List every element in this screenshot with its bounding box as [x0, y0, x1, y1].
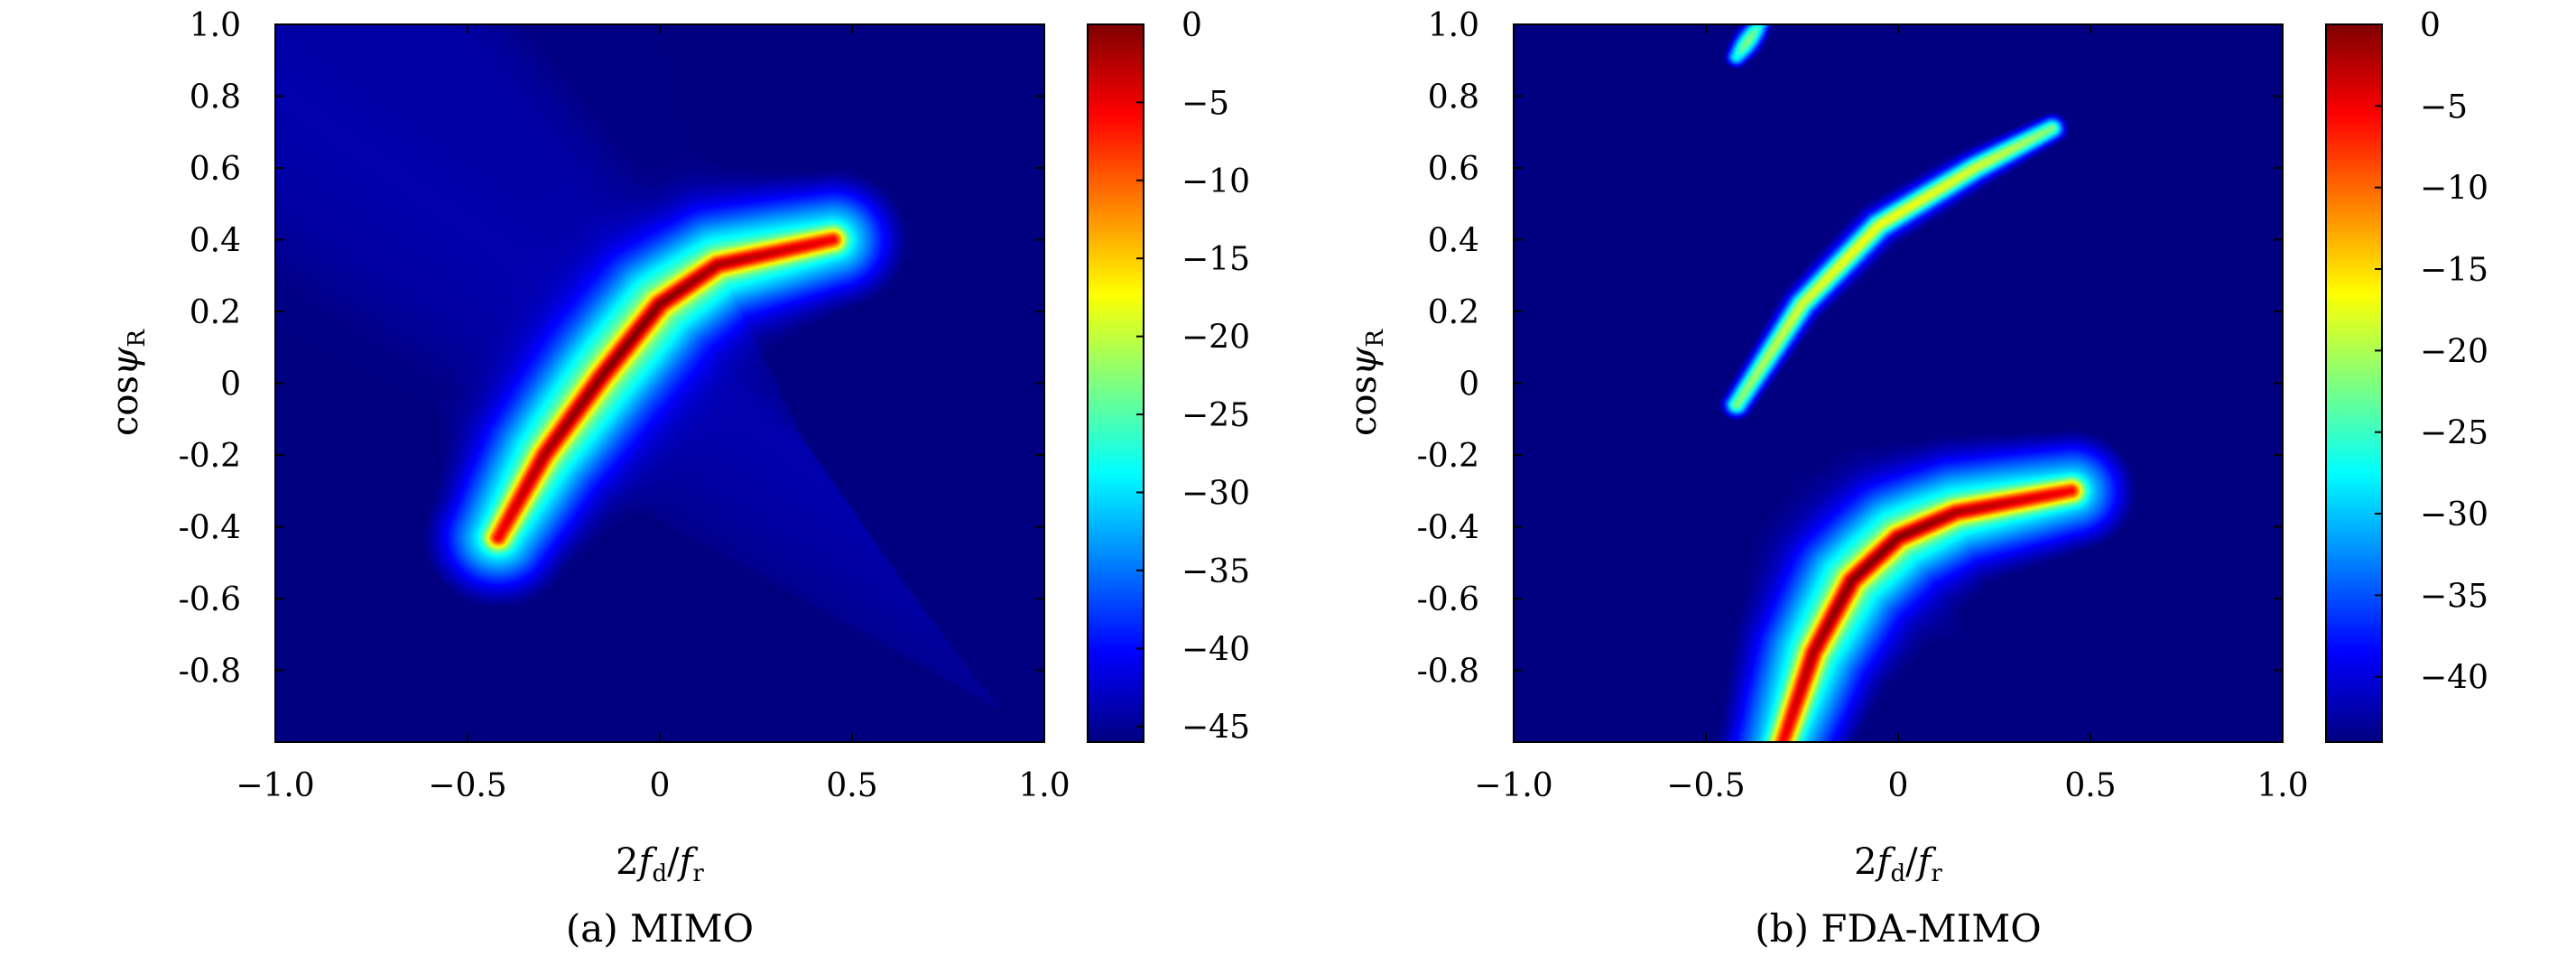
x-tick-label: −1.0 [236, 767, 314, 804]
colorbar-tick-label: −30 [2420, 497, 2488, 534]
x-tick-label: 0 [1888, 767, 1909, 804]
y-tick-label: -0.2 [1417, 438, 1479, 475]
panel-a: −1.0 −0.5 0 0.5 1.0 1.0 0.8 0.6 0.4 0.2 0 -0.2 -0.4… [105, 7, 1250, 951]
colorbar-tick-label: 0 [1181, 7, 1202, 44]
y-tick-label: 0.4 [1428, 223, 1479, 260]
x-tick-label: 0 [650, 767, 671, 804]
y-tick-label: 0 [220, 367, 241, 404]
colorbar-tick-label: −5 [2420, 88, 2468, 125]
colorbar-tick-label: −40 [2420, 660, 2488, 697]
x-tick-label: 1.0 [1018, 767, 1070, 804]
x-tick-label: −0.5 [1666, 767, 1745, 804]
y-tick-label: 0.6 [1428, 151, 1479, 188]
colorbar-tick-label: −15 [1181, 241, 1250, 278]
colorbar-gradient-a [1088, 24, 1144, 742]
x-tick-label: 1.0 [2256, 767, 2308, 804]
y-tick-label: 0.8 [1428, 79, 1479, 116]
y-tick-label: 0.2 [1428, 294, 1479, 331]
colorbar-tick-label: −45 [1181, 710, 1250, 747]
y-tick-label: 0.6 [190, 151, 241, 188]
y-tick-label: -0.6 [179, 581, 241, 618]
colorbar-tick-label: −35 [1181, 553, 1250, 590]
y-tick-label: -0.4 [179, 510, 241, 547]
y-tick-label: -0.2 [179, 438, 241, 475]
y-tick-label: 0.4 [190, 223, 241, 260]
x-tick-label: −0.5 [428, 767, 506, 804]
y-ticks-b: 1.0 0.8 0.6 0.4 0.2 0 -0.2 -0.4 -0.6 -0.8 [1417, 7, 2283, 691]
colorbar-tick-label: −20 [2420, 333, 2488, 370]
y-tick-label: 1.0 [190, 7, 241, 44]
y-axis-label-a: cosψR [105, 329, 151, 436]
x-ticks-a: −1.0 −0.5 0 0.5 1.0 [236, 24, 1070, 804]
colorbar-tick-label: −25 [2420, 415, 2488, 452]
x-ticks-b: −1.0 −0.5 0 0.5 1.0 [1474, 24, 2309, 804]
y-tick-label: -0.4 [1417, 510, 1479, 547]
colorbar-tick-label: −35 [2420, 578, 2488, 615]
y-tick-label: -0.8 [179, 654, 241, 691]
colorbar-tick-label: −25 [1181, 397, 1250, 434]
colorbar-tick-label: −15 [2420, 252, 2488, 289]
colorbar-frame-a [1087, 23, 1144, 743]
y-axis-label-b: cosψR [1343, 329, 1389, 436]
y-tick-label: 0.8 [190, 79, 241, 116]
cbar-ticks-a: 0 −5 −10 −15 −20 −25 −30 −35 −40 −45 [1136, 7, 1250, 747]
panel-b: −1.0 −0.5 0 0.5 1.0 1.0 0.8 0.6 0.4 0.2 0 -0.2 -0.4… [1343, 7, 2488, 951]
cbar-ticks-b: 0 −5 −10 −15 −20 −25 −30 −35 −40 [2375, 7, 2488, 697]
heatmap-image-a [275, 24, 1044, 742]
plot-frame-a [274, 23, 1045, 743]
y-ticks-a: 1.0 0.8 0.6 0.4 0.2 0 -0.2 -0.4 -0.6 -0.8 [179, 7, 1044, 691]
plot-frame-b [1513, 23, 2284, 743]
y-tick-label: -0.8 [1417, 654, 1479, 691]
colorbar-tick-label: 0 [2420, 7, 2441, 44]
x-tick-label: 0.5 [2064, 767, 2116, 804]
x-axis-label-b: 2fd/fr [1854, 841, 1942, 887]
colorbar-tick-label: −10 [1181, 163, 1250, 200]
y-tick-label: 0.2 [190, 294, 241, 331]
colorbar-tick-label: −5 [1181, 85, 1229, 122]
caption-a: (a) MIMO [566, 906, 754, 951]
colorbar-tick-label: −40 [1181, 631, 1250, 668]
caption-b: (b) FDA-MIMO [1755, 906, 2041, 951]
x-tick-label: −1.0 [1474, 767, 1552, 804]
colorbar-tick-label: −20 [1181, 320, 1250, 357]
y-tick-label: 1.0 [1428, 7, 1479, 44]
colorbar-gradient-b [2326, 24, 2382, 742]
y-tick-label: -0.6 [1417, 581, 1479, 618]
heatmap-image-b [1514, 24, 2283, 742]
colorbar-frame-b [2325, 23, 2383, 743]
colorbar-tick-label: −30 [1181, 475, 1250, 512]
x-axis-label-a: 2fd/fr [616, 841, 704, 887]
x-tick-label: 0.5 [826, 767, 877, 804]
y-tick-label: 0 [1459, 367, 1479, 404]
colorbar-tick-label: −10 [2420, 171, 2488, 208]
